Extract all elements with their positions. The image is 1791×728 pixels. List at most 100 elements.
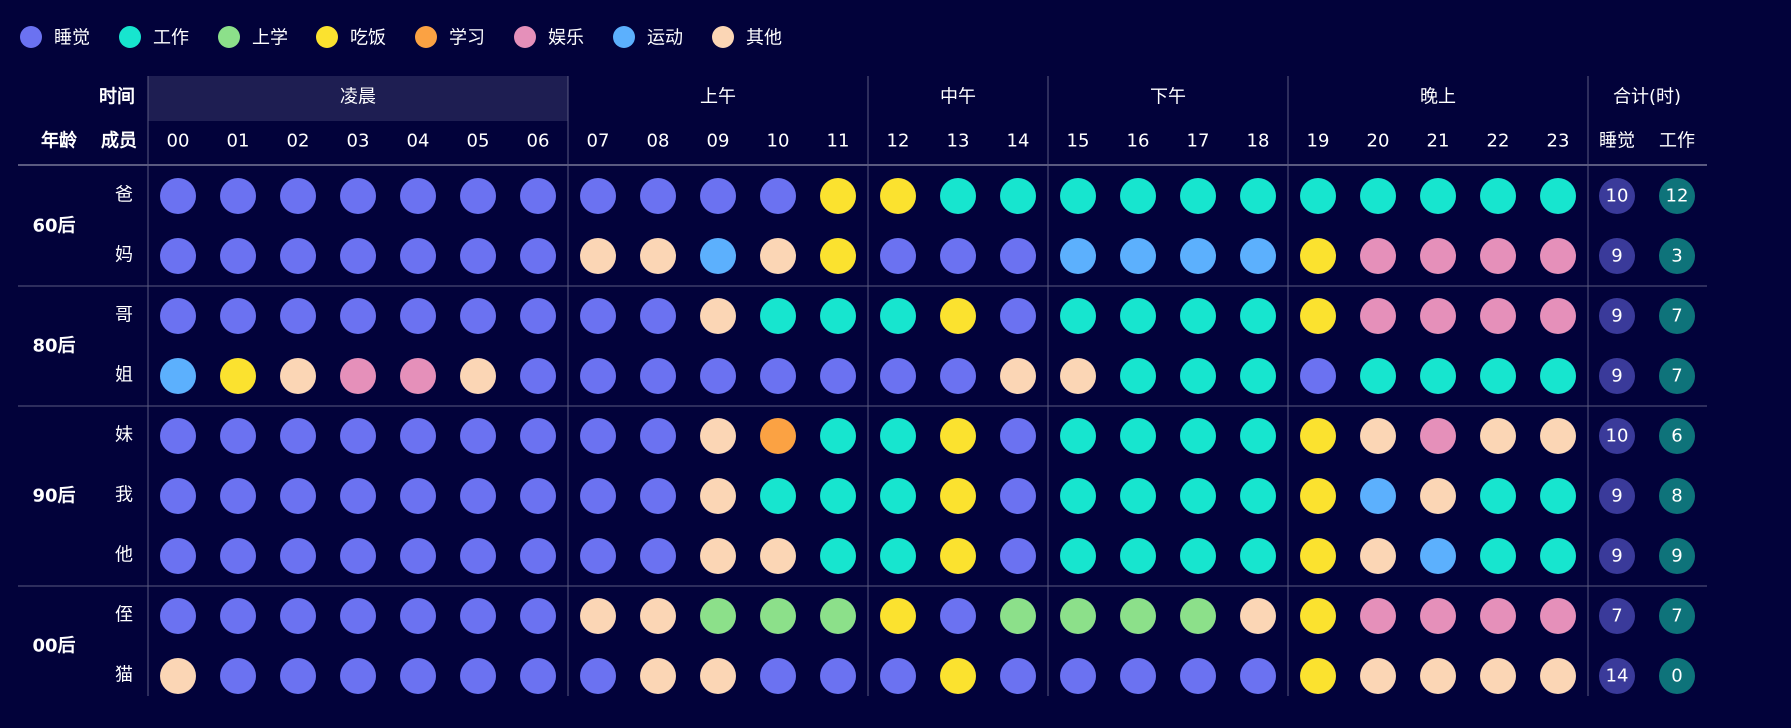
cell-他-16-work	[1120, 538, 1156, 574]
cell-我-18-work	[1240, 478, 1276, 514]
cell-哥-16-work	[1120, 298, 1156, 334]
cell-妈-20-fun	[1360, 238, 1396, 274]
cell-姐-05-other	[460, 358, 496, 394]
cell-他-15-work	[1060, 538, 1096, 574]
cell-姐-16-work	[1120, 358, 1156, 394]
cell-哥-05-sleep	[460, 298, 496, 334]
cell-姐-03-fun	[340, 358, 376, 394]
cell-我-22-work	[1480, 478, 1516, 514]
work-total-value-爸: 12	[1666, 186, 1689, 207]
cell-哥-20-fun	[1360, 298, 1396, 334]
member-label-我: 我	[115, 485, 133, 506]
cell-妹-15-work	[1060, 418, 1096, 454]
hour-label-08: 08	[647, 131, 670, 152]
cell-妈-07-other	[580, 238, 616, 274]
period-highlight-0	[148, 76, 568, 121]
sleep-total-badge-爸	[1599, 178, 1635, 214]
cell-爸-09-sleep	[700, 178, 736, 214]
cell-他-09-other	[700, 538, 736, 574]
cell-哥-02-sleep	[280, 298, 316, 334]
cell-猫-17-sleep	[1180, 658, 1216, 694]
cell-猫-08-other	[640, 658, 676, 694]
cell-姐-01-eat	[220, 358, 256, 394]
cell-妈-14-sleep	[1000, 238, 1036, 274]
hour-label-14: 14	[1007, 131, 1030, 152]
hour-label-04: 04	[407, 131, 430, 152]
legend-marker-fun	[514, 26, 536, 48]
sleep-total-value-他: 9	[1611, 546, 1622, 567]
hour-label-17: 17	[1187, 131, 1210, 152]
hour-label-23: 23	[1547, 131, 1570, 152]
cell-我-02-sleep	[280, 478, 316, 514]
cell-妈-21-fun	[1420, 238, 1456, 274]
cell-侄-04-sleep	[400, 598, 436, 634]
cell-妈-23-fun	[1540, 238, 1576, 274]
sleep-total-value-妈: 9	[1611, 246, 1622, 267]
cell-妈-17-sport	[1180, 238, 1216, 274]
cell-侄-07-other	[580, 598, 616, 634]
hour-label-09: 09	[707, 131, 730, 152]
work-total-badge-爸	[1659, 178, 1695, 214]
cell-妈-16-sport	[1120, 238, 1156, 274]
cell-姐-14-other	[1000, 358, 1036, 394]
cell-我-14-sleep	[1000, 478, 1036, 514]
cell-妹-17-work	[1180, 418, 1216, 454]
cell-妹-05-sleep	[460, 418, 496, 454]
cell-妹-22-other	[1480, 418, 1516, 454]
cell-妈-01-sleep	[220, 238, 256, 274]
hour-label-13: 13	[947, 131, 970, 152]
sleep-total-badge-他	[1599, 538, 1635, 574]
cell-猫-11-sleep	[820, 658, 856, 694]
hour-label-05: 05	[467, 131, 490, 152]
work-total-badge-我	[1659, 478, 1695, 514]
cell-侄-17-school	[1180, 598, 1216, 634]
cell-妈-13-sleep	[940, 238, 976, 274]
cell-猫-00-other	[160, 658, 196, 694]
hour-label-02: 02	[287, 131, 310, 152]
cell-侄-23-fun	[1540, 598, 1576, 634]
cell-他-00-sleep	[160, 538, 196, 574]
cell-我-06-sleep	[520, 478, 556, 514]
cell-妹-16-work	[1120, 418, 1156, 454]
member-label-妹: 妹	[115, 425, 133, 446]
cell-妈-09-sport	[700, 238, 736, 274]
cell-哥-04-sleep	[400, 298, 436, 334]
cell-猫-18-sleep	[1240, 658, 1276, 694]
cell-哥-12-work	[880, 298, 916, 334]
cell-他-19-eat	[1300, 538, 1336, 574]
hour-label-03: 03	[347, 131, 370, 152]
cell-妹-09-other	[700, 418, 736, 454]
cell-侄-03-sleep	[340, 598, 376, 634]
cell-妹-08-sleep	[640, 418, 676, 454]
work-total-value-猫: 0	[1671, 666, 1682, 687]
cell-他-02-sleep	[280, 538, 316, 574]
cell-猫-02-sleep	[280, 658, 316, 694]
cell-爸-13-work	[940, 178, 976, 214]
work-total-badge-侄	[1659, 598, 1695, 634]
cell-我-10-work	[760, 478, 796, 514]
sleep-total-badge-我	[1599, 478, 1635, 514]
hour-label-07: 07	[587, 131, 610, 152]
sleep-total-value-我: 9	[1611, 486, 1622, 507]
cell-他-06-sleep	[520, 538, 556, 574]
sleep-total-value-妹: 10	[1606, 426, 1629, 447]
cell-他-21-sport	[1420, 538, 1456, 574]
cell-我-12-work	[880, 478, 916, 514]
cell-妹-23-other	[1540, 418, 1576, 454]
cell-猫-21-other	[1420, 658, 1456, 694]
cell-猫-22-other	[1480, 658, 1516, 694]
hour-label-00: 00	[167, 131, 190, 152]
legend-label-other: 其他	[746, 28, 782, 49]
cell-猫-12-sleep	[880, 658, 916, 694]
cell-妹-20-other	[1360, 418, 1396, 454]
age-group-label-60后: 60后	[32, 216, 75, 237]
cell-他-12-work	[880, 538, 916, 574]
cell-爸-15-work	[1060, 178, 1096, 214]
cell-侄-11-school	[820, 598, 856, 634]
member-label-妈: 妈	[115, 245, 133, 266]
work-total-value-妈: 3	[1671, 246, 1682, 267]
cell-侄-06-sleep	[520, 598, 556, 634]
cell-爸-19-work	[1300, 178, 1336, 214]
cell-爸-04-sleep	[400, 178, 436, 214]
member-label-姐: 姐	[115, 365, 133, 386]
